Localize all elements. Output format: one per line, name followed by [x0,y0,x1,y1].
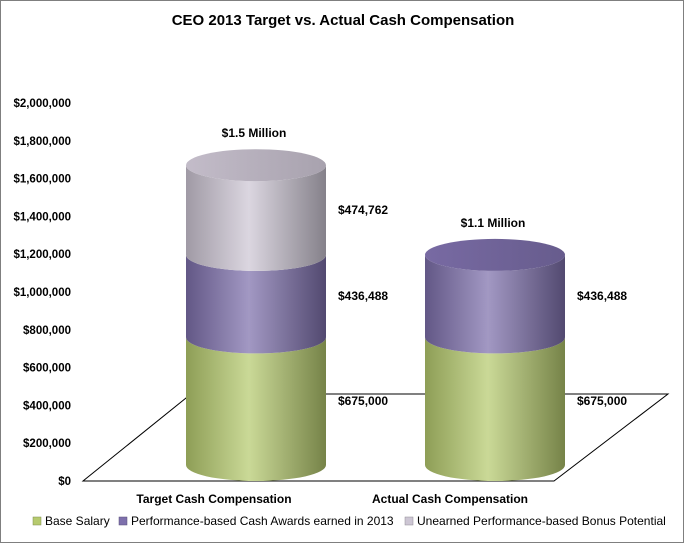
bar-top-unearned-performance-based-bonus-potential [186,149,326,182]
total-label: $1.5 Million [222,126,287,140]
bar-group-target-cash-compensation [186,149,326,481]
legend-swatch [404,516,414,526]
y-tick-label: $0 [58,476,71,488]
bar-base-salary[interactable] [186,337,326,481]
data-label: $675,000 [338,394,388,408]
legend-item: Base Salary [32,514,110,528]
y-tick-label: $400,000 [23,400,71,412]
y-tick-label: $2,000,000 [13,98,71,110]
legend-swatch [32,516,42,526]
chart-title: CEO 2013 Target vs. Actual Cash Compensa… [172,12,515,29]
legend-swatch [118,516,128,526]
data-label: $436,488 [338,289,388,303]
y-tick-label: $1,800,000 [13,136,71,148]
bar-unearned-performance-based-bonus-potential[interactable] [186,165,326,271]
legend-item: Unearned Performance-based Bonus Potenti… [404,514,666,528]
bar-performance-based-cash-awards-earned-in-2013[interactable] [425,254,565,354]
total-label: $1.1 Million [461,216,526,230]
y-tick-label: $800,000 [23,325,71,337]
y-tick-label: $1,000,000 [13,287,71,299]
y-tick-label: $600,000 [23,363,71,375]
bar-top-performance-based-cash-awards-earned-in-2013 [425,238,565,271]
legend-label: Base Salary [45,514,110,528]
x-tick-label: Target Cash Compensation [136,492,291,506]
legend-label: Performance-based Cash Awards earned in … [131,514,394,528]
data-label: $436,488 [577,289,627,303]
legend-item: Performance-based Cash Awards earned in … [118,514,394,528]
bar-base-salary[interactable] [425,337,565,481]
x-tick-label: Actual Cash Compensation [372,492,528,506]
legend-label: Unearned Performance-based Bonus Potenti… [417,514,666,528]
data-label: $675,000 [577,394,627,408]
bar-performance-based-cash-awards-earned-in-2013[interactable] [186,254,326,354]
y-tick-label: $200,000 [23,438,71,450]
y-tick-label: $1,200,000 [13,249,71,261]
data-label: $474,762 [338,203,388,217]
chart-floor [81,393,670,482]
bar-group-actual-cash-compensation [425,238,565,481]
y-tick-label: $1,600,000 [13,174,71,186]
y-tick-label: $1,400,000 [13,211,71,223]
